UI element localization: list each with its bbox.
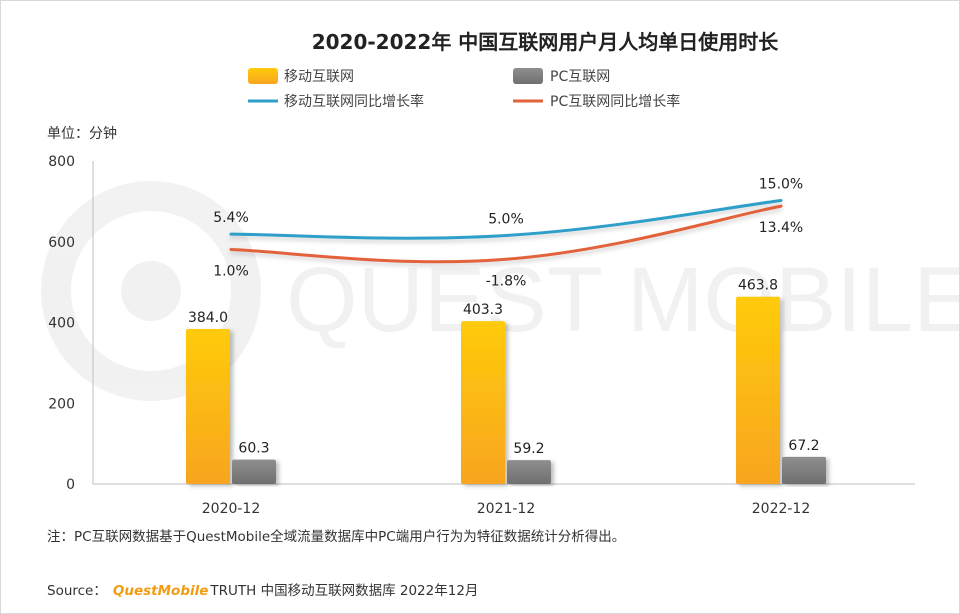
bar-label-mobile: 463.8 [738,278,778,294]
line-label-pc-growth: -1.8% [486,273,527,289]
y-tick-labels: 0 200 400 600 800 [48,154,75,493]
chart-title: 2020-2022年 中国互联网用户月人均单日使用时长 [312,30,780,54]
legend-swatch-pc [513,68,543,84]
legend-label-pc-growth: PC互联网同比增长率 [550,93,680,110]
data-labels: 384.0 403.3 463.8 60.3 59.2 67.2 5.4% 5.0% 15.0%… [188,177,820,458]
source-prefix: Source： [47,583,107,599]
legend-label-pc: PC互联网 [550,69,610,85]
legend-label-mobile: 移动互联网 [284,69,354,85]
bar-label-mobile: 403.3 [463,302,503,318]
line-label-mobile-growth: 15.0% [759,177,803,193]
legend-item-mobile-growth: 移动互联网同比增长率 [248,93,424,110]
watermark: QUEST MOBILE [41,181,959,401]
bar-label-pc: 59.2 [513,441,544,457]
legend: 移动互联网 PC互联网 移动互联网同比增长率 PC互联网同比增长率 [248,68,680,110]
y-tick-label: 400 [48,316,75,332]
line-label-pc-growth: 13.4% [759,220,803,236]
y-tick-label: 800 [48,154,75,170]
line-mobile-growth [229,199,783,240]
legend-item-pc-growth: PC互联网同比增长率 [513,93,680,110]
bar-label-mobile: 384.0 [188,310,228,326]
y-tick-label: 0 [66,477,75,493]
bar-label-pc: 60.3 [238,441,269,457]
bar-pc [782,456,826,484]
footnote: 注：PC互联网数据基于QuestMobile全域流量数据库中PC端用户行为为特征… [47,528,625,545]
line-pc-growth [229,204,783,264]
source-suffix: TRUTH 中国移动互联网数据库 2022年12月 [209,583,478,599]
line-label-pc-growth: 1.0% [213,264,249,280]
source-brand: QuestMobile [113,583,209,599]
y-tick-label: 600 [48,235,75,251]
legend-item-mobile: 移动互联网 [248,68,354,85]
bar-mobile [736,296,780,484]
y-tick-label: 200 [48,396,75,412]
bar-mobile [186,328,230,484]
x-tick-labels: 2020-12 2021-12 2022-12 [202,501,811,517]
unit-label: 单位：分钟 [47,125,117,142]
legend-swatch-mobile [248,68,278,84]
bar-pc [507,460,551,484]
legend-label-mobile-growth: 移动互联网同比增长率 [284,93,424,110]
bar-mobile [461,321,505,484]
growth-lines [229,199,783,264]
bars [186,296,826,484]
x-tick-label: 2022-12 [752,501,811,517]
watermark-text: QUEST MOBILE [286,249,959,351]
legend-item-pc: PC互联网 [513,68,610,85]
x-tick-label: 2020-12 [202,501,261,517]
line-label-mobile-growth: 5.4% [213,210,249,226]
bar-pc [232,459,276,484]
x-tick-label: 2021-12 [477,501,536,517]
line-label-mobile-growth: 5.0% [488,212,524,228]
watermark-logo-icon [41,181,261,401]
source-line: Source： QuestMobile TRUTH 中国移动互联网数据库 2022年… [47,583,478,599]
bar-label-pc: 67.2 [788,438,819,454]
